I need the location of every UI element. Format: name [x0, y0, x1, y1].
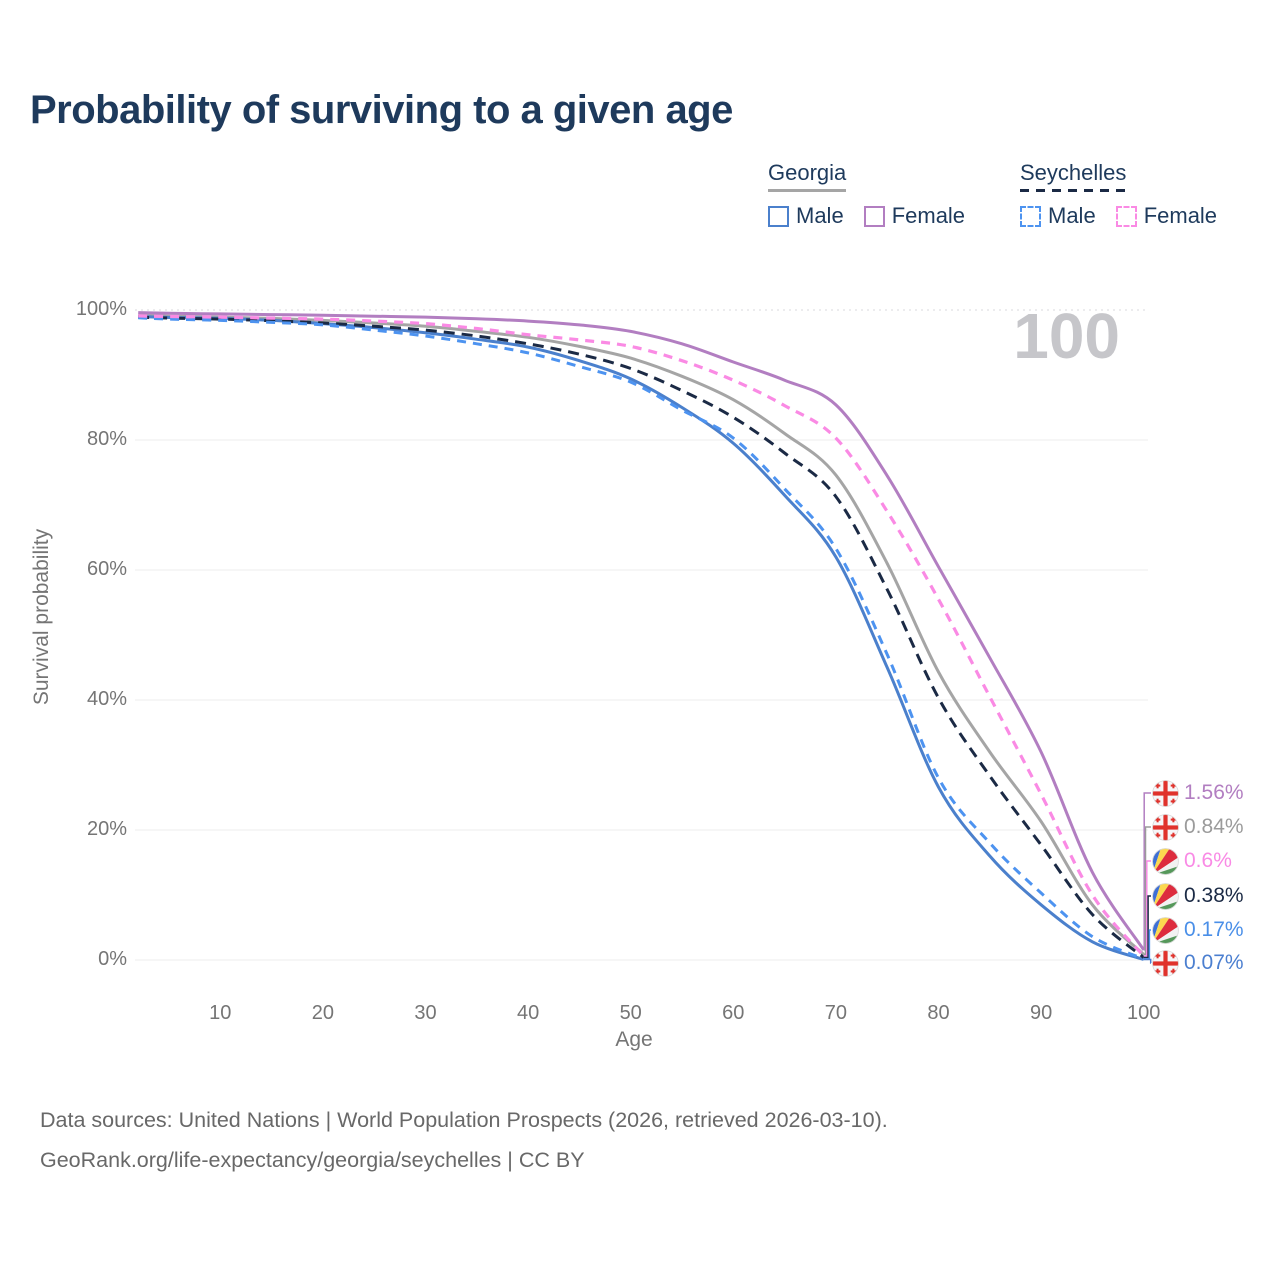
age-watermark: 100 — [1013, 300, 1120, 372]
y-tick-80%: 80% — [86, 428, 127, 450]
x-tick-40: 40 — [516, 1002, 540, 1024]
legend-item-georgia-female[interactable]: Female — [863, 203, 966, 229]
x-tick-100: 100 — [1127, 1002, 1161, 1024]
legend-item-seychelles-male[interactable]: Male — [1020, 203, 1096, 229]
x-tick-50: 50 — [619, 1002, 642, 1024]
y-tick-40%: 40% — [86, 688, 127, 710]
end-label-georgia-both-sexes: 0.84% — [1152, 813, 1244, 841]
y-tick-60%: 60% — [86, 558, 127, 580]
seychelles-flag-icon — [1152, 916, 1179, 944]
end-label-seychelles-both-sexes: 0.38% — [1152, 882, 1244, 910]
georgia-flag-icon — [1152, 813, 1179, 841]
seychelles-female-label: Female — [1143, 203, 1218, 228]
end-value: 1.56% — [1184, 781, 1244, 804]
footer-attribution: GeoRank.org/life-expectancy/georgia/seyc… — [40, 1148, 585, 1172]
legend-group-georgia: Georgia Male Female — [768, 160, 965, 229]
x-tick-30: 30 — [414, 1002, 437, 1024]
legend-header-georgia[interactable]: Georgia — [768, 160, 847, 192]
curve-georgia-male — [138, 315, 1145, 961]
legend-header-seychelles[interactable]: Seychelles — [1020, 160, 1127, 192]
curve-georgia-female — [138, 311, 1145, 951]
end-value: 0.07% — [1184, 951, 1244, 974]
georgia-male-swatch-icon — [768, 205, 789, 227]
legend-item-seychelles-female[interactable]: Female — [1115, 203, 1218, 229]
legend-seychelles-title: Seychelles — [1020, 160, 1127, 185]
y-tick-0%: 0% — [98, 948, 127, 970]
georgia-female-label: Female — [891, 203, 966, 228]
end-label-seychelles-female: 0.6% — [1152, 847, 1232, 875]
x-tick-70: 70 — [824, 1002, 848, 1024]
georgia-female-swatch-icon — [863, 205, 885, 227]
end-label-georgia-male: 0.07% — [1152, 949, 1244, 977]
legend-georgia-underline — [768, 189, 847, 192]
x-tick-10: 10 — [209, 1002, 232, 1024]
georgia-flag-icon — [1152, 949, 1179, 977]
end-value: 0.17% — [1184, 918, 1244, 941]
end-label-georgia-female: 1.56% — [1152, 779, 1244, 807]
end-connector-georgia-female — [1143, 792, 1151, 951]
seychelles-flag-icon — [1152, 847, 1179, 875]
end-value: 0.6% — [1184, 849, 1232, 872]
legend-item-georgia-male[interactable]: Male — [768, 203, 844, 229]
seychelles-male-label: Male — [1048, 203, 1096, 228]
end-connector-georgia-both-sexes — [1143, 826, 1151, 956]
seychelles-male-swatch-icon — [1020, 205, 1041, 227]
end-connector-georgia-male — [1143, 958, 1152, 964]
end-value: 0.38% — [1184, 884, 1244, 907]
x-tick-20: 20 — [311, 1002, 335, 1024]
x-axis-title: Age — [615, 1028, 653, 1051]
legend-georgia-title: Georgia — [768, 160, 847, 185]
end-connector-seychelles-female — [1143, 860, 1151, 957]
georgia-flag-icon — [1152, 779, 1179, 807]
x-tick-60: 60 — [722, 1002, 745, 1024]
end-connector-seychelles-both-sexes — [1143, 895, 1151, 959]
page-title: Probability of surviving to a given age — [30, 88, 733, 132]
curve-seychelles-male — [138, 316, 1145, 961]
y-tick-100%: 100% — [75, 298, 127, 320]
footer-data-sources: Data sources: United Nations | World Pop… — [40, 1108, 888, 1132]
x-tick-80: 80 — [927, 1002, 950, 1024]
curve-seychelles-female — [138, 314, 1145, 958]
y-tick-20%: 20% — [86, 818, 127, 840]
curve-seychelles-both-sexes — [138, 315, 1145, 959]
seychelles-female-swatch-icon — [1115, 205, 1137, 227]
georgia-male-label: Male — [796, 203, 844, 228]
x-tick-90: 90 — [1029, 1002, 1053, 1024]
legend-group-seychelles: Seychelles Male Female — [1020, 160, 1217, 229]
seychelles-flag-icon — [1152, 882, 1179, 910]
legend-seychelles-underline — [1020, 189, 1127, 192]
end-label-seychelles-male: 0.17% — [1152, 916, 1244, 944]
end-value: 0.84% — [1184, 815, 1244, 838]
